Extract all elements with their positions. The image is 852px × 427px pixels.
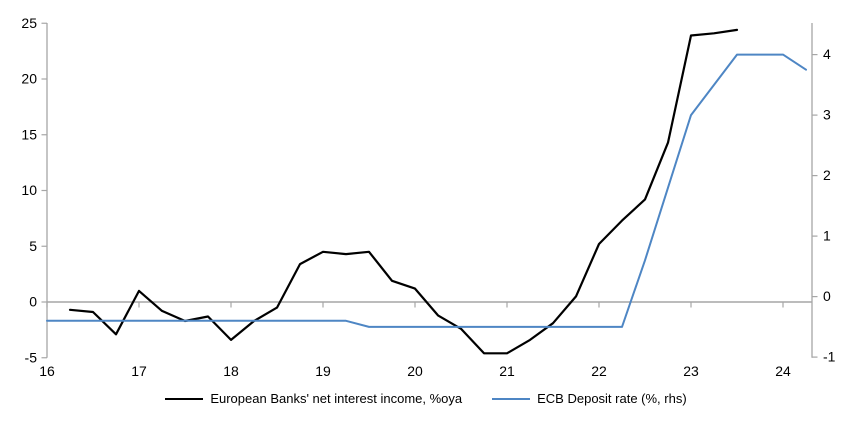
- y-axis-right-tick-label: 3: [823, 107, 831, 123]
- legend-item-nii: European Banks' net interest income, %oy…: [165, 391, 462, 406]
- y-axis-left-tick-label: 10: [21, 182, 37, 198]
- legend-label-ecb-rate: ECB Deposit rate (%, rhs): [537, 391, 687, 406]
- y-axis-left-tick-label: 0: [29, 294, 37, 310]
- ecb-deposit-rate-line-series: [46, 53, 807, 328]
- nii-line-series: [68, 28, 739, 355]
- chart-legend: European Banks' net interest income, %oy…: [0, 391, 852, 406]
- x-axis-tick-label: 20: [407, 363, 423, 379]
- x-axis-tick-label: 17: [131, 363, 147, 379]
- y-axis-right-tick-label: 0: [823, 288, 831, 304]
- x-axis-tick-label: 23: [683, 363, 699, 379]
- x-axis-tick-label: 19: [315, 363, 331, 379]
- x-axis-tick-label: 22: [591, 363, 607, 379]
- nii-line-swatch-icon: [165, 397, 204, 400]
- x-axis-tick-label: 16: [39, 363, 55, 379]
- y-axis-left-tick-label: 25: [21, 15, 37, 31]
- y-axis-left-tick-label: 20: [21, 71, 37, 87]
- ecb-rate-line-swatch-icon: [492, 397, 531, 400]
- y-axis-right-tick-label: 4: [823, 46, 831, 62]
- legend-item-ecb-rate: ECB Deposit rate (%, rhs): [492, 391, 687, 406]
- y-axis-right-tick-label: 1: [823, 228, 831, 244]
- y-axis-right-tick-label: 2: [823, 167, 831, 183]
- y-axis-left-tick-label: -5: [25, 349, 38, 365]
- legend-label-nii: European Banks' net interest income, %oy…: [210, 391, 463, 406]
- y-axis-left-tick-label: 15: [21, 126, 37, 142]
- y-axis-left-tick-label: 5: [29, 238, 37, 254]
- x-axis-tick-label: 24: [775, 363, 791, 379]
- y-axis-right-tick-label: -1: [823, 349, 836, 365]
- x-axis-tick-label: 18: [223, 363, 239, 379]
- x-axis-tick-label: 21: [499, 363, 515, 379]
